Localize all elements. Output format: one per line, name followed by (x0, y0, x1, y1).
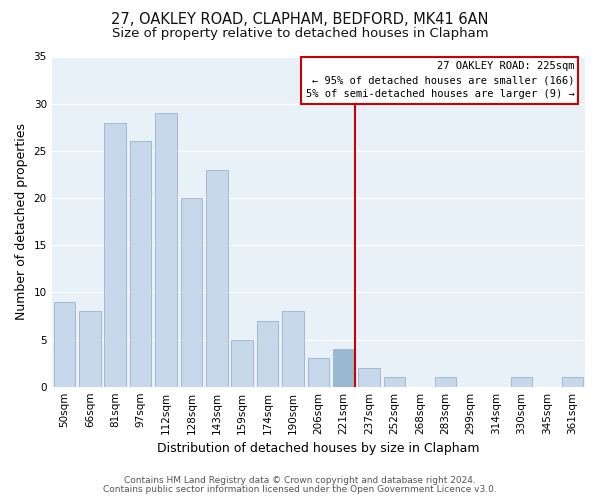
Text: 27, OAKLEY ROAD, CLAPHAM, BEDFORD, MK41 6AN: 27, OAKLEY ROAD, CLAPHAM, BEDFORD, MK41 … (111, 12, 489, 28)
Bar (333, 349, 355, 387)
Bar (181, 198, 202, 386)
Text: 27 OAKLEY ROAD: 225sqm
← 95% of detached houses are smaller (166)
5% of semi-det: 27 OAKLEY ROAD: 225sqm ← 95% of detached… (305, 62, 574, 100)
Bar (104, 122, 126, 386)
X-axis label: Distribution of detached houses by size in Clapham: Distribution of detached houses by size … (157, 442, 479, 455)
Bar (384, 377, 406, 386)
Bar (206, 170, 227, 386)
Bar (434, 377, 456, 386)
Text: Contains HM Land Registry data © Crown copyright and database right 2024.: Contains HM Land Registry data © Crown c… (124, 476, 476, 485)
Bar (358, 368, 380, 386)
Bar (282, 311, 304, 386)
Bar (232, 340, 253, 386)
Bar (511, 377, 532, 386)
Text: Contains public sector information licensed under the Open Government Licence v3: Contains public sector information licen… (103, 485, 497, 494)
Bar (308, 358, 329, 386)
Bar (130, 142, 151, 386)
Bar (79, 311, 101, 386)
Bar (155, 113, 177, 386)
Y-axis label: Number of detached properties: Number of detached properties (15, 123, 28, 320)
Bar (53, 302, 75, 386)
Text: Size of property relative to detached houses in Clapham: Size of property relative to detached ho… (112, 28, 488, 40)
Bar (257, 320, 278, 386)
Bar (562, 377, 583, 386)
